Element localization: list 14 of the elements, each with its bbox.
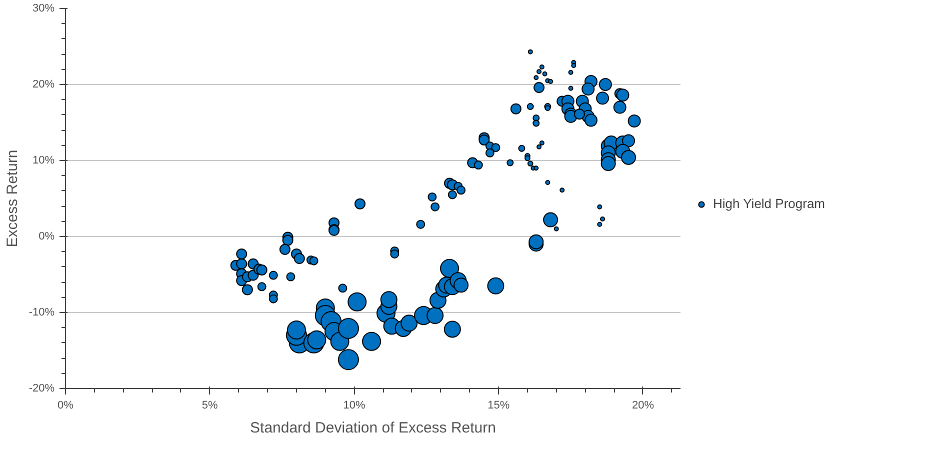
y-tick-label: 30% <box>32 2 55 14</box>
y-tick-label: -10% <box>28 306 55 318</box>
y-tick-label: 20% <box>32 78 55 90</box>
y-tick-label: 10% <box>32 154 55 166</box>
x-tick-label: 10% <box>343 400 366 412</box>
x-axis-title: Standard Deviation of Excess Return <box>250 420 496 436</box>
y-tick-label: 0% <box>38 230 55 242</box>
y-tick-label: -20% <box>28 382 55 394</box>
y-axis-title: Excess Return <box>4 150 21 248</box>
x-tick-label: 5% <box>202 400 218 412</box>
legend-label: High Yield Program <box>713 196 825 211</box>
x-tick-label: 15% <box>488 400 510 412</box>
x-tick-label: 0% <box>58 400 74 412</box>
x-tick-label: 20% <box>632 400 654 412</box>
